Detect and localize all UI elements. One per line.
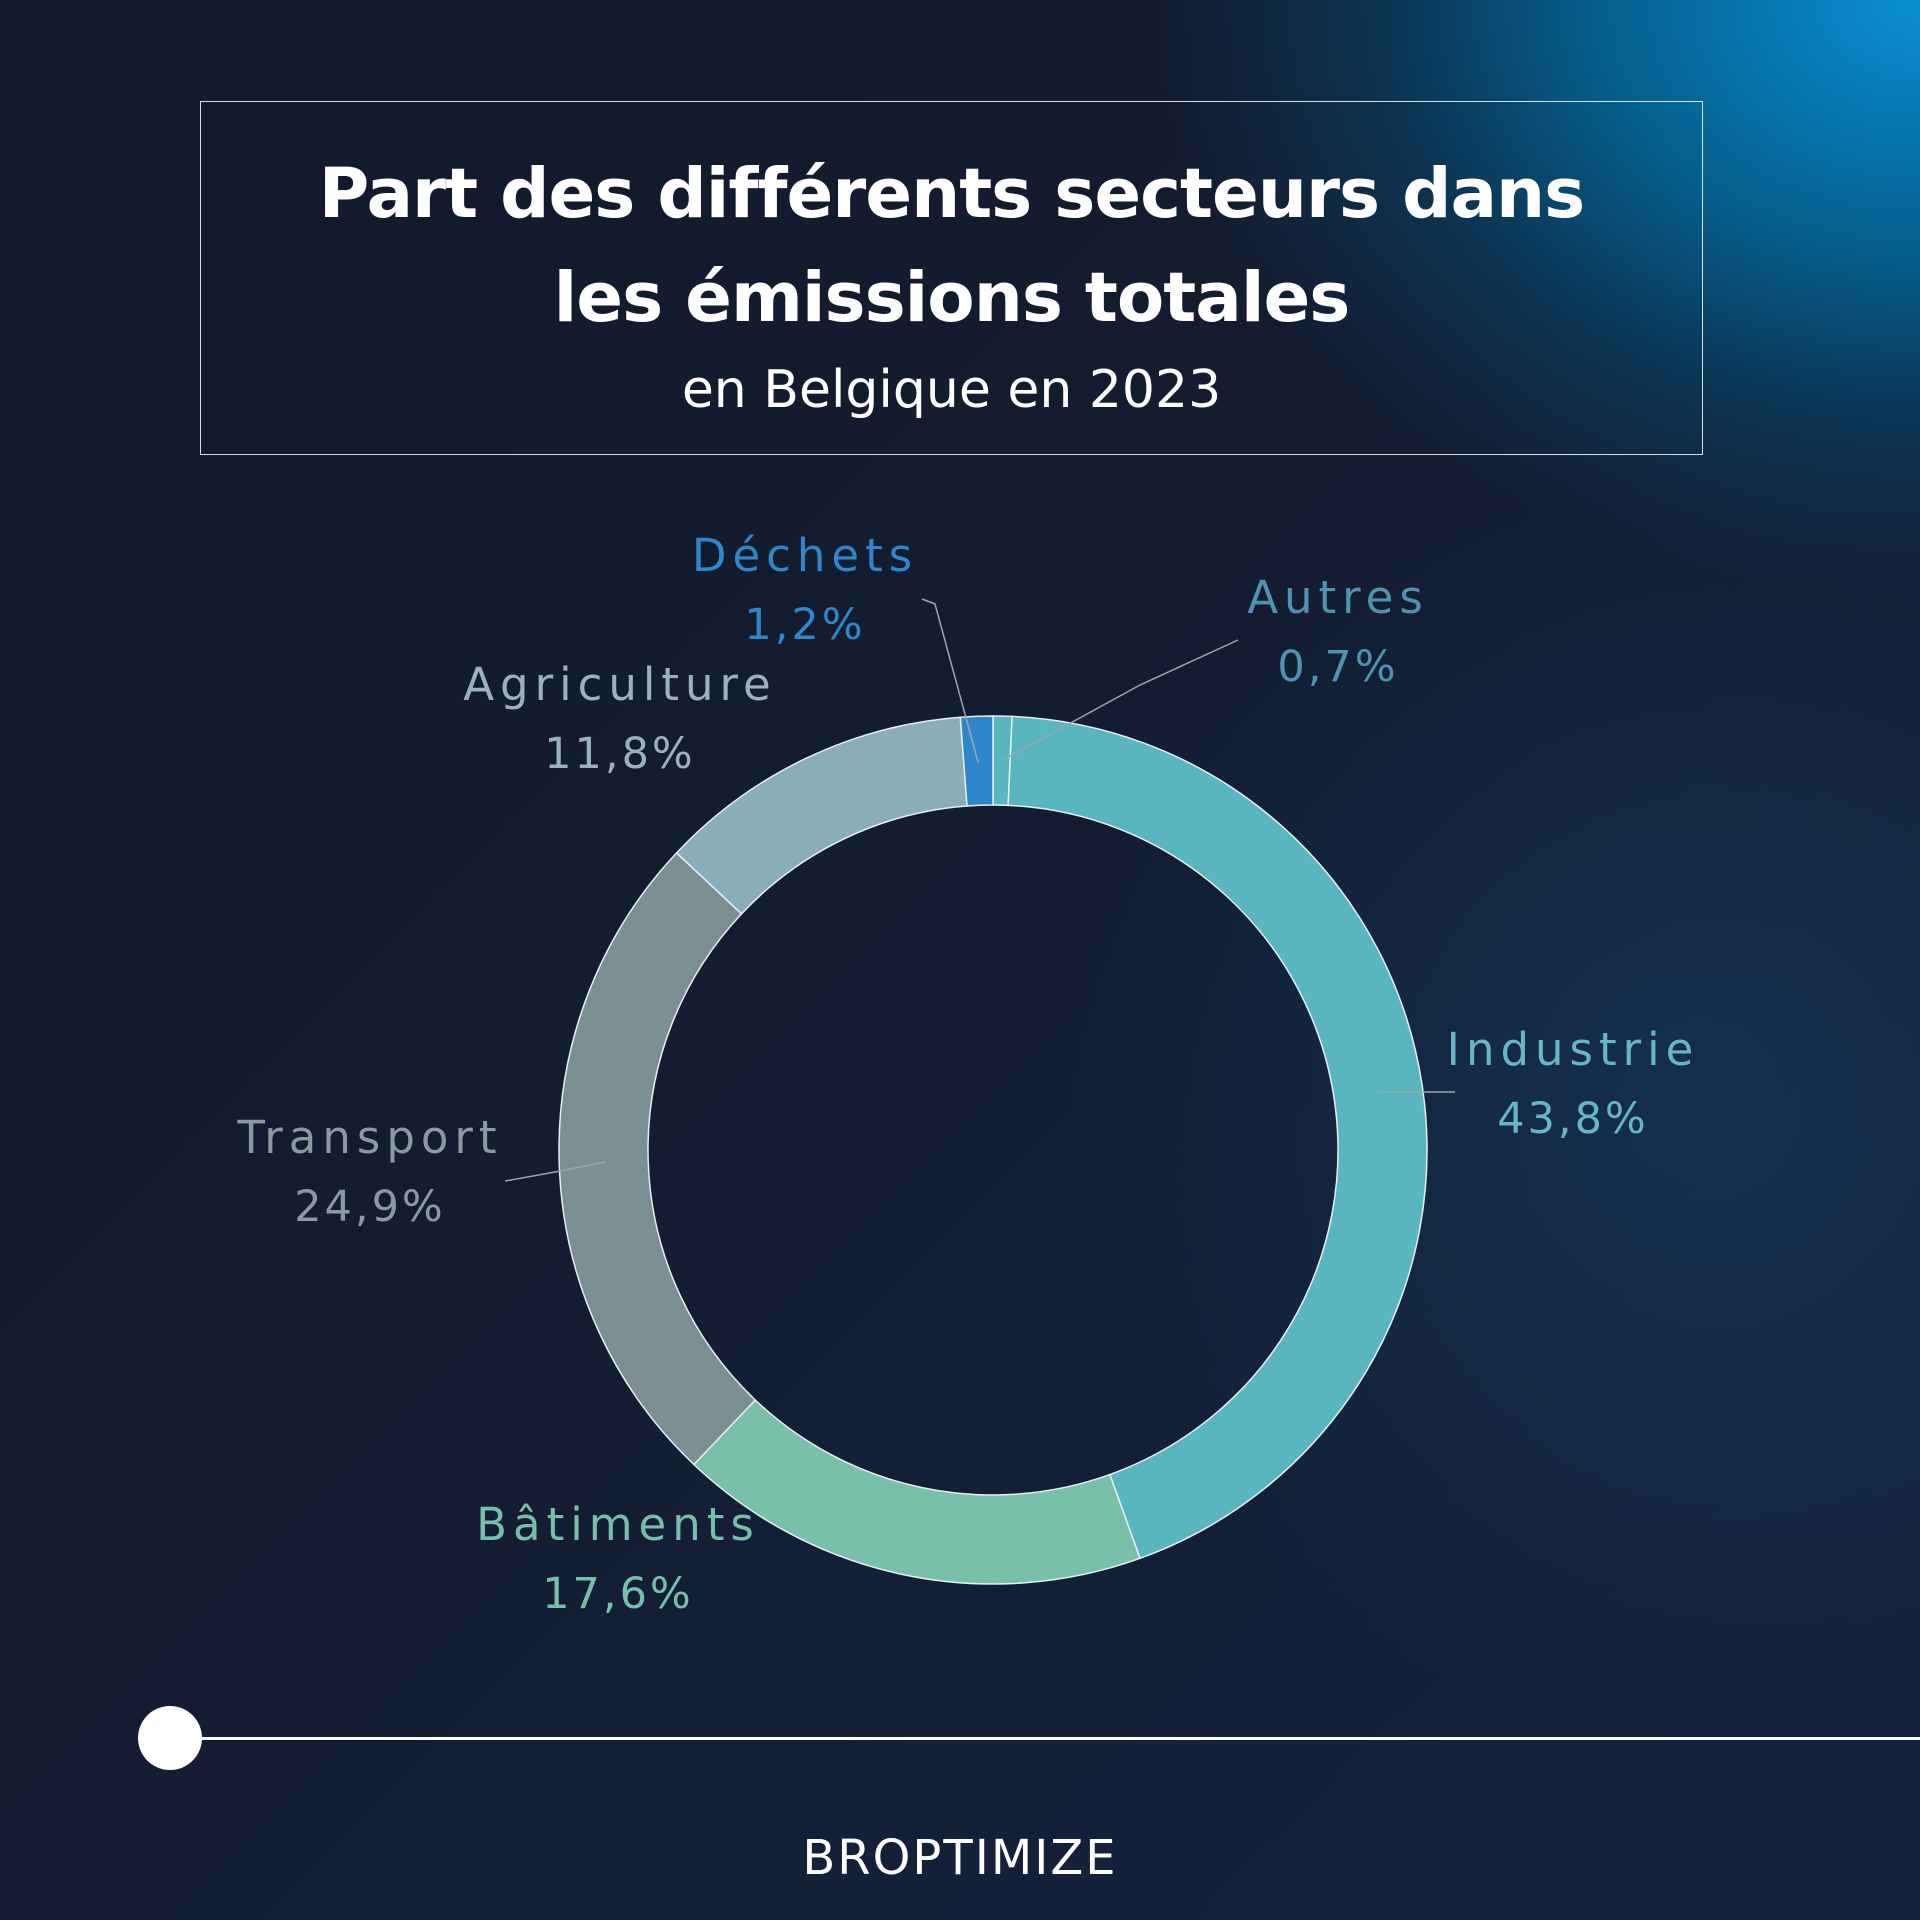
value-label-transport: 24,9% bbox=[294, 1182, 446, 1232]
label-batiments: Bâtiments bbox=[476, 1498, 760, 1551]
label-dechets: Déchets bbox=[692, 529, 918, 582]
label-agriculture: Agriculture bbox=[463, 658, 776, 711]
timeline-line bbox=[170, 1737, 1920, 1740]
slice-batiments bbox=[692, 1398, 1141, 1585]
slice-transport bbox=[558, 851, 757, 1466]
title-box: Part des différents secteurs dans les ém… bbox=[200, 101, 1703, 455]
slice-industrie bbox=[1007, 715, 1428, 1560]
label-transport: Transport bbox=[236, 1111, 502, 1164]
leader-line-autres bbox=[1002, 639, 1239, 761]
value-label-industrie: 43,8% bbox=[1497, 1094, 1649, 1144]
leader-line-dechets bbox=[921, 598, 979, 763]
label-autres: Autres bbox=[1247, 571, 1429, 624]
leader-line-transport bbox=[504, 1161, 606, 1182]
value-label-batiments: 17,6% bbox=[542, 1569, 694, 1619]
slice-dechets bbox=[959, 715, 994, 807]
value-label-dechets: 1,2% bbox=[744, 600, 865, 650]
value-label-autres: 0,7% bbox=[1277, 642, 1398, 692]
label-industrie: Industrie bbox=[1447, 1023, 1700, 1076]
chart-subtitle: en Belgique en 2023 bbox=[681, 360, 1222, 420]
chart-title: Part des différents secteurs dans les ém… bbox=[318, 154, 1585, 338]
value-label-agriculture: 11,8% bbox=[544, 729, 696, 779]
slice-agriculture bbox=[675, 716, 968, 915]
brand-logo: BROPTIMIZE bbox=[802, 1830, 1118, 1886]
